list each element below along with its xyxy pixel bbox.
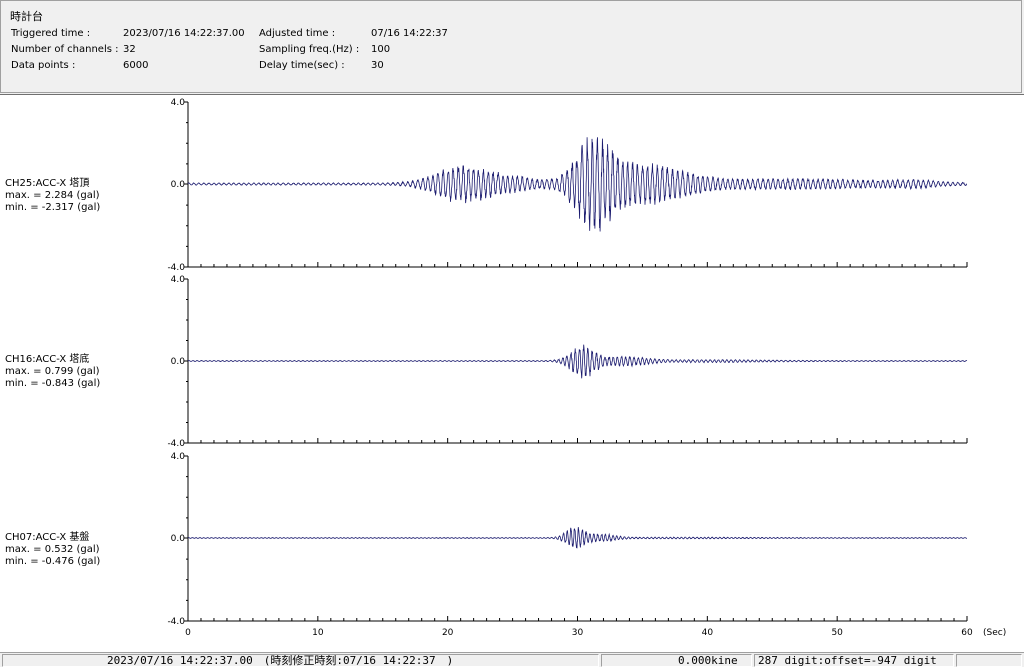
- channel-name: CH07:ACC-X 基盤: [5, 532, 90, 543]
- adjusted-time-value: 07/16 14:22:37: [371, 28, 448, 39]
- channel-name: CH16:ACC-X 塔底: [5, 354, 90, 365]
- x-tick-label: 40: [702, 628, 714, 638]
- delay-time-value: 30: [371, 60, 384, 71]
- waveform-trace: [188, 527, 967, 549]
- station-title: 時計台: [10, 10, 43, 23]
- status-time: 2023/07/16 14:22:37.00 (時刻修正時刻:07/16 14:…: [2, 654, 599, 667]
- waveform-trace: [188, 344, 968, 379]
- channel-name: CH25:ACC-X 塔頂: [5, 178, 90, 189]
- status-velocity: 0.000kine: [601, 654, 752, 667]
- x-tick-label: 60: [961, 628, 973, 638]
- y-tick-label: -4.0: [167, 439, 185, 449]
- y-tick-label: -4.0: [167, 263, 185, 273]
- channel-label: CH16:ACC-X 塔底 max. = 0.799 (gal) min. = …: [5, 354, 100, 390]
- info-header: 時計台 Triggered time : 2023/07/16 14:22:37…: [0, 0, 1022, 93]
- y-tick-label: -4.0: [167, 617, 185, 627]
- channel-min: min. = -0.476 (gal): [5, 556, 101, 567]
- data-points-value: 6000: [123, 60, 149, 71]
- channel-min: min. = -0.843 (gal): [5, 378, 101, 389]
- adjusted-time-label: Adjusted time :: [259, 28, 336, 39]
- x-tick-label: 30: [572, 628, 584, 638]
- y-tick-label: 4.0: [171, 98, 186, 108]
- x-axis-unit: (Sec): [983, 628, 1006, 638]
- channel-max: max. = 0.799 (gal): [5, 366, 100, 377]
- channel-min: min. = -2.317 (gal): [5, 202, 101, 213]
- waveform-chart[interactable]: 4.00.0-4.04.00.0-4.04.00.0-4.00 10 20 30 40 5…: [0, 95, 1024, 653]
- delay-time-label: Delay time(sec) :: [259, 60, 345, 71]
- status-bar: 2023/07/16 14:22:37.00 (時刻修正時刻:07/16 14:…: [0, 652, 1024, 667]
- y-tick-label: 0.0: [171, 534, 186, 544]
- channels-value: 32: [123, 44, 136, 55]
- channel-label: CH07:ACC-X 基盤 max. = 0.532 (gal) min. = …: [5, 532, 100, 568]
- y-tick-label: 4.0: [171, 275, 186, 285]
- sampling-freq-value: 100: [371, 44, 391, 55]
- channel-max: max. = 0.532 (gal): [5, 544, 100, 555]
- channels-label: Number of channels :: [11, 44, 119, 55]
- x-tick-label: 50: [831, 628, 843, 638]
- y-tick-label: 0.0: [171, 357, 186, 367]
- data-points-label: Data points :: [11, 60, 76, 71]
- x-tick-label: 20: [442, 628, 454, 638]
- triggered-time-label: Triggered time :: [11, 28, 91, 39]
- status-digit: 287 digit:offset=-947 digit: [754, 654, 954, 667]
- x-tick-label: 10: [312, 628, 324, 638]
- channel-max: max. = 2.284 (gal): [5, 190, 100, 201]
- waveform-trace: [187, 137, 968, 232]
- y-tick-label: 0.0: [171, 180, 186, 190]
- channel-label: CH25:ACC-X 塔頂 max. = 2.284 (gal) min. = …: [5, 178, 100, 214]
- sampling-freq-label: Sampling freq.(Hz) :: [259, 44, 360, 55]
- x-tick-label: 0: [185, 628, 191, 638]
- waveform-plot-area[interactable]: 4.0 0.0 -4.0 4.0 0.0 -4.0 4.0 0.0 -4.0 0 10 20 30 40 5…: [0, 94, 1024, 652]
- triggered-time-value: 2023/07/16 14:22:37.00: [123, 28, 245, 39]
- y-tick-label: 4.0: [171, 452, 186, 462]
- status-empty: [956, 654, 1022, 667]
